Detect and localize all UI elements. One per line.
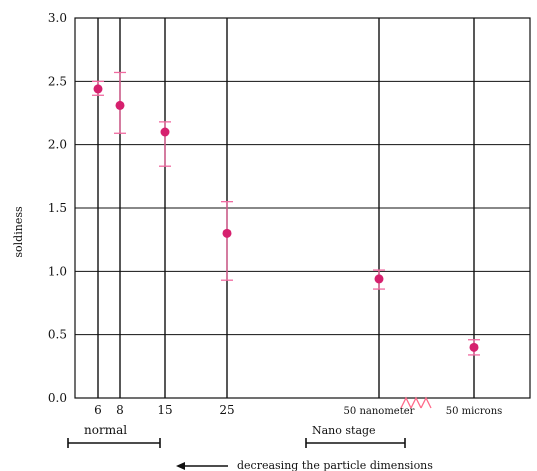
y-tick-labels: 0.0 0.5 1.0 1.5 2.0 2.5 3.0 [48, 11, 67, 405]
plot-frame [74, 17, 531, 399]
direction-label: decreasing the particle dimensions [237, 459, 433, 471]
nano-stage-label: Nano stage [312, 424, 376, 437]
y-axis-label: soldiness [12, 206, 25, 258]
data-point [93, 84, 103, 94]
x-tick-label: 50 nanometer [344, 406, 415, 417]
nano-stage-bracket [305, 438, 406, 448]
direction-arrow [176, 462, 228, 470]
axis-break-mark [400, 396, 432, 409]
data-point [222, 228, 232, 238]
data-point [469, 342, 479, 352]
error-bar [221, 201, 233, 281]
y-tick-label: 1.0 [48, 264, 67, 278]
x-tick-label: 15 [157, 403, 172, 417]
error-bars [92, 71, 480, 356]
y-tick-label: 2.5 [48, 74, 67, 88]
y-tick-label: 0.0 [48, 391, 67, 405]
normal-bracket [67, 438, 161, 448]
x-tick-labels: 6 8 15 25 50 nanometer 50 microns [94, 403, 502, 417]
y-tick-label: 3.0 [48, 11, 67, 25]
y-tick-label: 2.0 [48, 138, 67, 152]
x-tick-label: 25 [219, 403, 234, 417]
normal-label: normal [84, 423, 127, 437]
y-tick-label: 1.5 [48, 201, 67, 215]
x-tick-label: 8 [116, 403, 124, 417]
data-point [115, 100, 125, 110]
data-point [160, 127, 170, 137]
data-point [374, 274, 384, 284]
x-tick-label: 6 [94, 403, 102, 417]
grid [75, 17, 530, 399]
data-points [93, 84, 479, 352]
y-tick-label: 0.5 [48, 328, 67, 342]
x-tick-label: 50 microns [446, 406, 503, 417]
